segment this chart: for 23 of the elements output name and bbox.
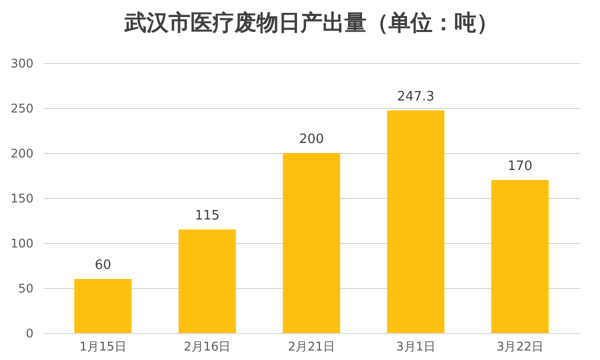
x-tick-label: 3月22日: [496, 340, 544, 354]
x-tick-label: 2月21日: [288, 340, 335, 354]
chart-title: 武汉市医疗废物日产出量（单位：吨）: [124, 10, 498, 36]
data-label: 170: [508, 159, 532, 174]
x-tick-label: 2月16日: [184, 340, 231, 354]
data-label: 60: [94, 258, 112, 273]
x-tick-label: 3月1日: [396, 340, 436, 354]
x-tick-label: 1月15日: [80, 340, 126, 354]
data-label: 200: [299, 132, 324, 147]
bar: [387, 110, 444, 333]
y-tick-label: 50: [18, 282, 34, 296]
y-tick-label: 100: [10, 236, 34, 250]
data-label: 247.3: [397, 89, 434, 104]
bar: [491, 180, 549, 333]
data-label: 115: [194, 208, 220, 224]
bar: [282, 153, 340, 333]
y-tick-label: 250: [10, 102, 34, 116]
y-tick-label: 200: [10, 146, 34, 160]
bar: [178, 230, 236, 333]
bar: [74, 279, 132, 333]
y-tick-label: 300: [10, 56, 34, 70]
y-tick-label: 150: [10, 192, 34, 206]
y-tick-label: 0: [26, 326, 34, 340]
